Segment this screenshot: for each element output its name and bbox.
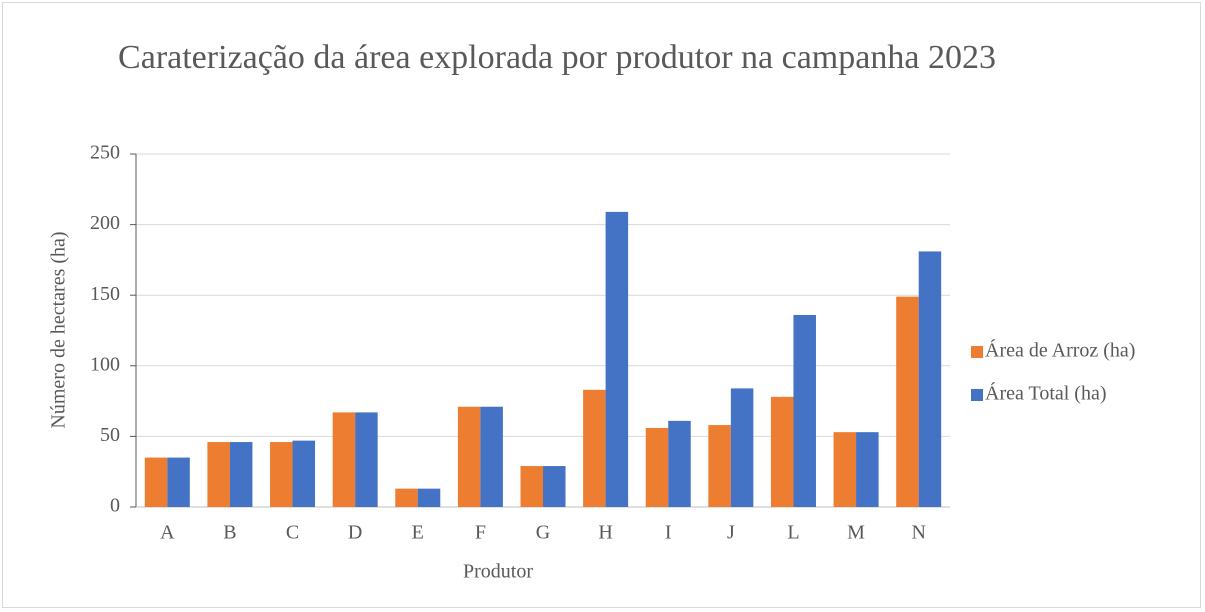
bar (167, 457, 190, 507)
x-tick-label: C (286, 522, 299, 544)
x-tick-label: G (536, 522, 550, 544)
bar (457, 406, 481, 507)
bar (355, 412, 378, 507)
x-tick-label: H (598, 522, 612, 544)
bar (543, 466, 566, 507)
bar (207, 442, 230, 507)
bar (395, 488, 418, 507)
bar (144, 457, 168, 507)
x-tick-label: A (160, 522, 175, 544)
x-axis-label: Produtor (463, 561, 533, 583)
bar (292, 440, 316, 507)
bar (270, 442, 293, 507)
x-tick-label: I (665, 522, 672, 544)
legend-swatch (971, 346, 983, 358)
y-tick-label: 0 (110, 495, 120, 517)
bar (770, 396, 794, 507)
y-tick-label: 250 (90, 142, 120, 164)
x-tick-label: D (348, 522, 362, 544)
bar (605, 211, 629, 507)
x-tick-label: J (727, 522, 735, 544)
bar (583, 389, 606, 507)
bar (856, 432, 879, 507)
y-tick-label: 100 (90, 353, 120, 375)
y-tick-label: 50 (100, 424, 120, 446)
y-axis-label: Número de hectares (ha) (48, 231, 70, 428)
x-tick-label: B (223, 522, 236, 544)
legend-label: Área Total (ha) (985, 382, 1107, 405)
bar (645, 427, 669, 507)
chart-title: Caraterização da área explorada por prod… (118, 39, 996, 76)
legend-label: Área de Arroz (ha) (985, 339, 1135, 362)
bar (480, 406, 503, 507)
bar (918, 251, 942, 507)
legend-swatch (971, 389, 983, 401)
x-tick-label: L (787, 522, 799, 544)
bar (520, 466, 543, 507)
y-tick-label: 150 (90, 283, 120, 305)
x-tick-label: E (412, 522, 424, 544)
bar (708, 425, 731, 507)
x-tick-label: N (911, 522, 925, 544)
bar (730, 388, 754, 507)
y-tick-label: 200 (90, 212, 120, 234)
x-tick-label: M (847, 522, 865, 544)
bar (896, 296, 919, 507)
bar (833, 432, 857, 507)
bar (668, 420, 691, 507)
x-tick-label: F (475, 522, 486, 544)
bar (417, 488, 441, 507)
bar (793, 314, 816, 507)
bar (229, 442, 253, 507)
bar (332, 412, 356, 507)
